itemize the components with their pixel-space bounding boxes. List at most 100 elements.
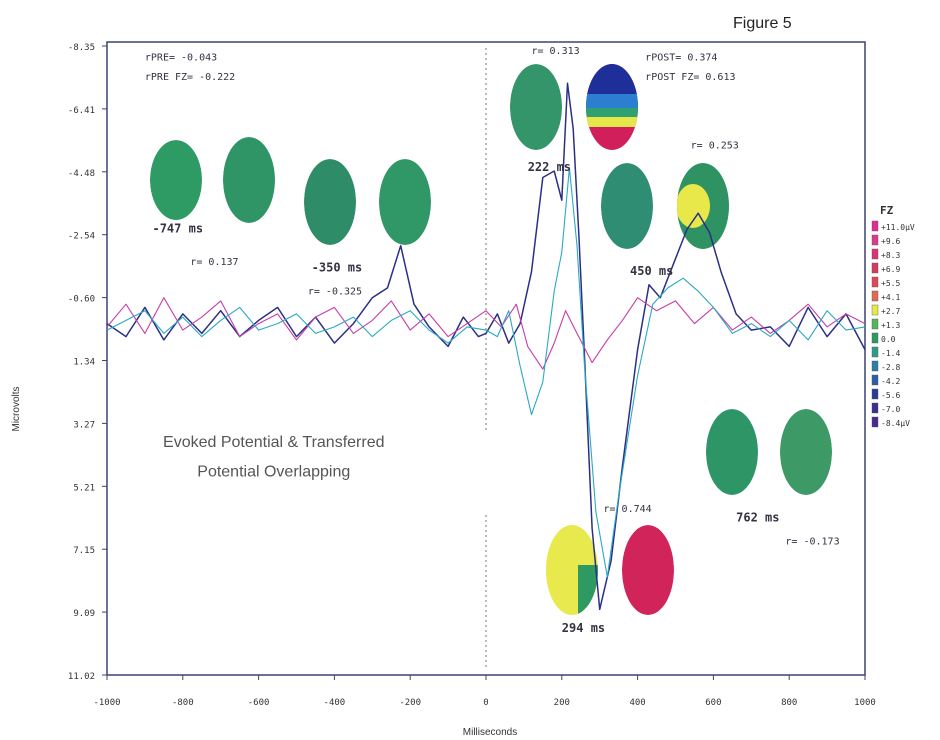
series-lines <box>106 82 866 611</box>
annotation-label: r= 0.137 <box>190 257 238 268</box>
topomap <box>780 409 832 495</box>
annotation-label: r= 0.744 <box>603 504 651 515</box>
color-scale-swatch <box>871 318 879 330</box>
y-axis-ticks: -8.35 -6.41 -4.48 -2.54 -0.60 1.34 3.27 5.21 7.1… <box>68 43 107 682</box>
y-tick-label: 11.02 <box>68 672 95 682</box>
topomap-band <box>677 184 710 228</box>
color-scale-swatch <box>871 220 879 232</box>
color-scale-label: +5.5 <box>881 279 900 288</box>
color-scale-label: -7.0 <box>881 405 900 414</box>
topomap <box>379 159 431 245</box>
color-scale: FZ +11.0μV +9.6 +8.3 +6.9 +5.5 +4.1 +2.7 +1.3 0.… <box>871 204 915 428</box>
x-tick-label: 800 <box>781 698 797 708</box>
color-scale-swatch <box>871 276 879 288</box>
topomap-surface <box>622 525 674 615</box>
color-scale-label: +8.3 <box>881 251 900 260</box>
x-axis-ticks: -1000 -800 -600 -400 -200 0 200 400 600 800 1000 <box>93 675 876 708</box>
topomap <box>622 525 674 615</box>
topomap-surface <box>304 159 356 245</box>
color-scale-swatch <box>871 374 879 386</box>
series-line <box>106 167 866 578</box>
topomap-surface <box>223 137 275 223</box>
color-scale-label: -5.6 <box>881 391 900 400</box>
x-tick-label: -800 <box>172 698 194 708</box>
color-scale-swatch <box>871 304 879 316</box>
color-scale-label: +6.9 <box>881 265 900 274</box>
x-tick-label: 400 <box>629 698 645 708</box>
annotation-label: r= -0.325 <box>308 286 362 297</box>
y-tick-label: -0.60 <box>68 295 95 305</box>
color-scale-label: +11.0μV <box>881 223 915 232</box>
annotation-label: 450 ms <box>630 264 673 278</box>
annotation-label: r= 0.253 <box>691 140 739 151</box>
color-scale-label: -1.4 <box>881 349 900 358</box>
y-tick-label: 5.21 <box>73 483 95 493</box>
y-tick-label: -4.48 <box>68 169 95 179</box>
topomap-surface <box>379 159 431 245</box>
y-tick-label: 1.34 <box>73 358 95 368</box>
x-tick-label: 1000 <box>854 698 876 708</box>
chart-caption: Evoked Potential & Transferred <box>163 434 384 451</box>
color-scale-label: +4.1 <box>881 293 900 302</box>
annotation-label: rPRE FZ= -0.222 <box>145 72 235 83</box>
annotation-label: rPRE= -0.043 <box>145 53 217 64</box>
color-scale-label: +9.6 <box>881 237 900 246</box>
color-scale-swatch <box>871 402 879 414</box>
topomap-surface <box>510 64 562 150</box>
x-tick-label: -1000 <box>93 698 120 708</box>
x-tick-label: 0 <box>483 698 488 708</box>
series-line <box>106 297 866 370</box>
topomap-surface <box>780 409 832 495</box>
topomap <box>510 64 562 150</box>
x-tick-label: 600 <box>705 698 721 708</box>
color-scale-title: FZ <box>880 204 894 217</box>
y-axis-title-group: Microvolts <box>11 386 22 431</box>
color-scale-label: 0.0 <box>881 335 896 344</box>
series-line <box>106 82 866 611</box>
x-tick-label: -400 <box>324 698 346 708</box>
annotation-label: rPOST= 0.374 <box>645 53 717 64</box>
topomap <box>601 163 653 249</box>
topomap <box>706 409 758 495</box>
color-scale-swatch <box>871 332 879 344</box>
annotation-label: -350 ms <box>312 261 363 275</box>
topomaps <box>150 64 832 615</box>
annotation-label: r= -0.173 <box>785 536 839 547</box>
topomap-band <box>586 94 638 108</box>
topomap <box>150 140 202 220</box>
y-tick-label: -6.41 <box>68 106 95 116</box>
x-tick-label: 200 <box>554 698 570 708</box>
annotation-label: rPOST FZ= 0.613 <box>645 72 735 83</box>
color-scale-swatch <box>871 360 879 372</box>
color-scale-swatch <box>871 234 879 246</box>
annotation-label: -747 ms <box>152 222 203 236</box>
color-scale-swatch <box>871 416 879 428</box>
topomap <box>223 137 275 223</box>
topomap-surface <box>706 409 758 495</box>
color-scale-label: +2.7 <box>881 307 900 316</box>
chart-caption: Potential Overlapping <box>197 463 350 480</box>
color-scale-label: -2.8 <box>881 363 900 372</box>
figure-label: Figure 5 <box>733 15 792 32</box>
color-scale-swatch <box>871 290 879 302</box>
topomap <box>304 159 356 245</box>
topomap-band <box>586 117 638 127</box>
x-axis-title: Milliseconds <box>463 727 517 738</box>
y-tick-label: 3.27 <box>73 420 95 430</box>
color-scale-label: -4.2 <box>881 377 900 386</box>
color-scale-label: +1.3 <box>881 321 900 330</box>
topomap <box>586 64 638 150</box>
topomap-band <box>586 64 638 94</box>
y-tick-label: -2.54 <box>68 232 95 242</box>
color-scale-swatch <box>871 248 879 260</box>
color-scale-swatch <box>871 262 879 274</box>
color-scale-swatch <box>871 388 879 400</box>
topomap-surface <box>601 163 653 249</box>
topomap-band <box>586 108 638 117</box>
annotation-label: 762 ms <box>736 511 779 525</box>
color-scale-swatch <box>871 346 879 358</box>
topomap <box>546 525 598 615</box>
annotations: rPRE= -0.043 rPRE FZ= -0.222 r= 0.313 rPOST… <box>145 46 840 635</box>
x-tick-label: -200 <box>399 698 421 708</box>
